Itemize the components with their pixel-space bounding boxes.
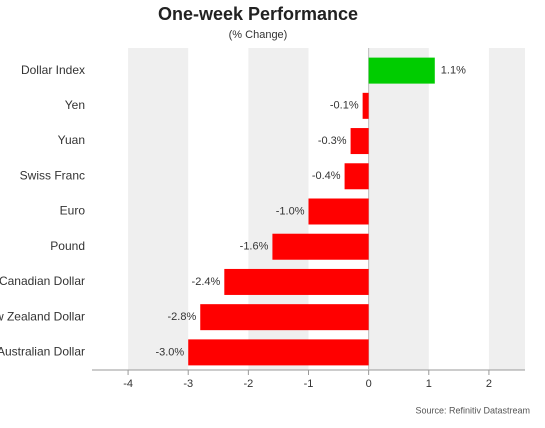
x-tick-label: 0 (366, 378, 372, 390)
background-band (368, 48, 429, 370)
y-tick-label: Dollar Index (21, 63, 85, 77)
x-tick-label: -2 (243, 378, 253, 390)
value-label: -0.4% (312, 170, 341, 182)
bar (272, 233, 369, 260)
x-tick-label: -3 (183, 378, 193, 390)
y-tick-label: Euro (60, 204, 86, 218)
value-label: -1.6% (240, 241, 269, 253)
source-note: Source: Refinitiv Datastream (415, 405, 530, 415)
value-label: 1.1% (441, 65, 466, 77)
chart-subtitle: (% Change) (229, 29, 288, 41)
background-band (128, 48, 189, 370)
value-label: -1.0% (276, 205, 305, 217)
y-tick-label: Yuan (58, 133, 85, 147)
bar (200, 304, 369, 331)
bar (188, 339, 369, 366)
bar (362, 92, 369, 119)
x-tick-label: -1 (304, 378, 314, 390)
chart-title: One-week Performance (158, 4, 358, 24)
bar (350, 128, 369, 155)
y-tick-label: Canadian Dollar (0, 274, 85, 288)
x-tick-label: 2 (486, 378, 492, 390)
bar (344, 163, 369, 190)
y-tick-label: Swiss Franc (20, 168, 85, 182)
y-tick-label: Australian Dollar (0, 345, 85, 359)
bar (368, 57, 435, 84)
y-tick-label: New Zealand Dollar (0, 309, 85, 323)
bar (308, 198, 369, 225)
x-tick-label: -4 (123, 378, 133, 390)
value-label: -0.3% (318, 135, 347, 147)
value-label: -2.8% (168, 311, 197, 323)
value-label: -3.0% (155, 346, 184, 358)
y-tick-label: Yen (65, 98, 85, 112)
value-label: -2.4% (192, 276, 221, 288)
bar (224, 268, 369, 295)
background-band (488, 48, 525, 370)
y-tick-label: Pound (50, 239, 85, 253)
x-tick-label: 1 (426, 378, 432, 390)
value-label: -0.1% (330, 100, 359, 112)
